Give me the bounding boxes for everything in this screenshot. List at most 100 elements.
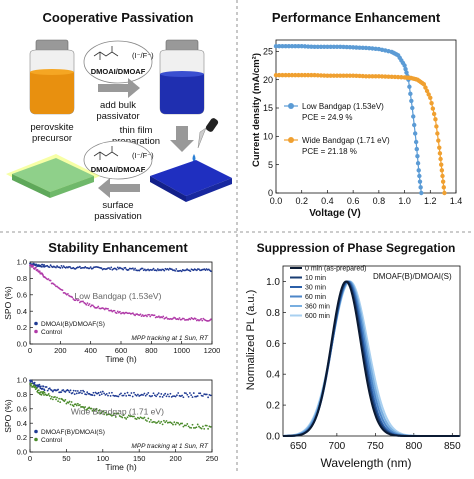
stability-point (122, 414, 125, 417)
stability-point (122, 268, 125, 271)
stability-point (111, 391, 113, 394)
stability-point (192, 427, 195, 429)
stability-point (148, 420, 151, 423)
stability-point (160, 393, 163, 395)
jv-point (286, 44, 292, 49)
stability-point (161, 316, 164, 319)
stability-point (43, 263, 45, 266)
jv-point (344, 73, 349, 78)
jv-point (289, 72, 295, 78)
stability-point (114, 416, 117, 418)
x-tick-label: 100 (97, 454, 110, 463)
stability-point (49, 279, 52, 282)
stability-point (189, 392, 191, 394)
x-tick-label: 750 (367, 441, 384, 452)
stability-point (117, 395, 120, 398)
legend-marker (34, 429, 38, 434)
panel-title: Suppression of Phase Segregation (257, 241, 456, 255)
stability-point (89, 305, 92, 308)
jv-point (350, 45, 356, 50)
x-tick-label: 1.0 (398, 196, 411, 206)
jv-point (322, 73, 327, 78)
pl-legend: 0 min (as-prepared) 10 min 30 min 60 min 360… (290, 266, 366, 320)
stability-point (48, 266, 51, 269)
stability-point (147, 417, 150, 420)
y-tick-label: 0.4 (266, 370, 280, 381)
stability-point (198, 425, 200, 428)
stability-point (134, 267, 136, 270)
stability-point (120, 415, 122, 418)
stability-point (174, 423, 177, 426)
stability-point (107, 307, 109, 310)
jv-point (293, 44, 298, 49)
stability-point (118, 393, 121, 396)
stability-point (133, 391, 135, 394)
stability-point (34, 385, 37, 388)
stability-point (124, 392, 126, 395)
stability-point (124, 266, 127, 269)
stability-point (153, 314, 156, 317)
stability-point (170, 422, 173, 425)
jv-point (360, 45, 365, 50)
perovskite-bottle-icon (29, 39, 75, 115)
green-film-icon (12, 158, 94, 192)
stability-point (70, 401, 73, 403)
stability-point (109, 395, 112, 397)
stability-point (58, 397, 61, 400)
jv-point (386, 74, 391, 79)
stability-point (65, 402, 68, 405)
jv-point (403, 66, 408, 72)
stability-point (60, 265, 63, 267)
jv-point (413, 139, 419, 145)
stability-point (91, 409, 94, 412)
stability-point (200, 427, 203, 430)
stability-point (175, 268, 178, 270)
jv-point (293, 72, 298, 78)
y-tick-label: 1.0 (266, 277, 280, 288)
stability-point (164, 392, 167, 395)
jv-point (407, 84, 412, 89)
stability-point (69, 403, 72, 406)
stability-point (195, 426, 198, 429)
jv-point (357, 73, 362, 79)
jv-chart: 0.0 0.2 0.4 0.6 0.8 1.0 1.2 1.4 0 5 10 15 20 25 (263, 39, 462, 206)
stability-point (46, 394, 49, 397)
stability-point (108, 392, 111, 394)
x-tick-label: 650 (290, 441, 307, 452)
stability-point (103, 392, 105, 395)
x-tick-label: 0.8 (373, 196, 386, 206)
legend-marker-low (288, 103, 294, 109)
stability-point (194, 317, 197, 320)
jv-point (315, 73, 320, 78)
legend-wide-bandgap: Wide Bandgap (1.71 eV) (302, 136, 390, 145)
stability-point (109, 413, 112, 416)
jv-point (338, 44, 343, 49)
jv-point (430, 106, 436, 111)
stability-point (170, 396, 173, 398)
plot-frame (29, 379, 213, 453)
stability-point (85, 393, 88, 396)
stability-point (84, 406, 87, 408)
stability-point (50, 395, 53, 398)
stability-point (142, 417, 145, 420)
legend-entry: DMOAI(B)/DMOAF(S) (41, 321, 105, 328)
y-tick-label: 1.0 (17, 376, 27, 385)
jv-point (370, 74, 375, 79)
stability-point (97, 305, 100, 308)
stability-point (142, 394, 145, 396)
stability-point (43, 389, 46, 392)
jv-point (442, 190, 447, 196)
stability-point (113, 309, 116, 312)
stability-point (126, 416, 129, 419)
stability-point (104, 411, 107, 414)
stability-point (62, 389, 65, 391)
x-tick-label: 0 (28, 346, 32, 355)
stability-point (80, 389, 82, 392)
stability-point (59, 401, 62, 404)
pl-legend-entry: 0 min (as-prepared) (305, 266, 366, 273)
stability-point (165, 395, 168, 398)
stability-point (168, 421, 171, 424)
stability-point (133, 269, 135, 271)
stability-point (67, 292, 69, 295)
stability-point (109, 268, 112, 271)
